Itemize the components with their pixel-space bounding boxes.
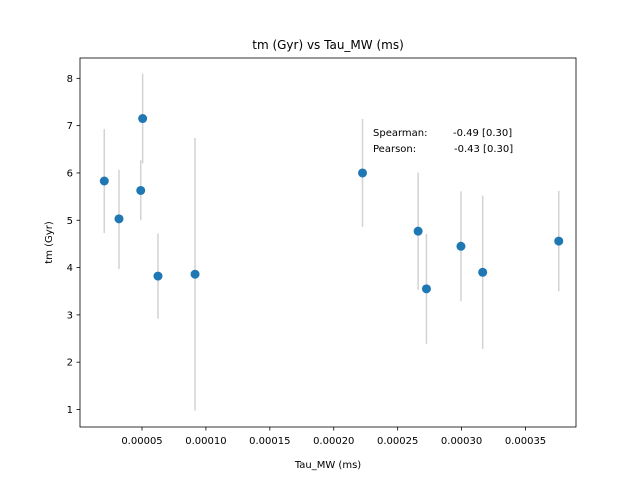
plot-area xyxy=(80,58,576,427)
data-point xyxy=(413,226,423,236)
chart-title: tm (Gyr) vs Tau_MW (ms) xyxy=(252,38,404,52)
y-tick-label: 5 xyxy=(67,216,73,227)
plot-frame xyxy=(79,57,577,428)
data-point xyxy=(153,271,163,281)
x-tick-label: 0.00035 xyxy=(505,436,546,447)
correlation-annotation: Spearman: -0.49 [0.30] Pearson: -0.43 [0… xyxy=(373,128,513,155)
marker-layer xyxy=(99,114,564,294)
x-tick-label: 0.00010 xyxy=(185,436,226,447)
data-point xyxy=(136,185,146,195)
y-tick-label: 7 xyxy=(67,121,73,132)
x-tick-label: 0.00015 xyxy=(249,436,290,447)
x-tick-label: 0.00025 xyxy=(377,436,418,447)
x-axis-label: Tau_MW (ms) xyxy=(294,460,361,471)
y-axis: 1 2 3 4 5 6 7 8 xyxy=(67,74,80,416)
spearman-value: -0.49 [0.30] xyxy=(453,128,512,139)
x-axis: 0.00005 0.00010 0.00015 0.00020 0.00025 0.000… xyxy=(121,427,546,447)
data-point xyxy=(99,176,109,186)
x-tick-label: 0.00030 xyxy=(441,436,482,447)
y-tick-label: 6 xyxy=(67,168,73,179)
y-axis-label: tm (Gyr) xyxy=(44,221,55,264)
data-point xyxy=(138,114,148,124)
spearman-label: Spearman: xyxy=(373,128,428,139)
x-tick-label: 0.00005 xyxy=(121,436,162,447)
pearson-label: Pearson: xyxy=(373,144,416,155)
data-point xyxy=(554,236,564,246)
data-point xyxy=(114,214,124,224)
y-tick-label: 4 xyxy=(67,263,73,274)
data-point xyxy=(421,284,431,294)
y-tick-label: 3 xyxy=(67,310,73,321)
data-point xyxy=(478,267,488,277)
data-point xyxy=(358,168,368,178)
y-tick-label: 8 xyxy=(67,74,73,85)
y-tick-label: 1 xyxy=(67,405,73,416)
data-point xyxy=(190,269,200,279)
x-tick-label: 0.00020 xyxy=(313,436,354,447)
data-point xyxy=(456,241,466,251)
pearson-value: -0.43 [0.30] xyxy=(454,144,513,155)
y-tick-label: 2 xyxy=(67,358,73,369)
